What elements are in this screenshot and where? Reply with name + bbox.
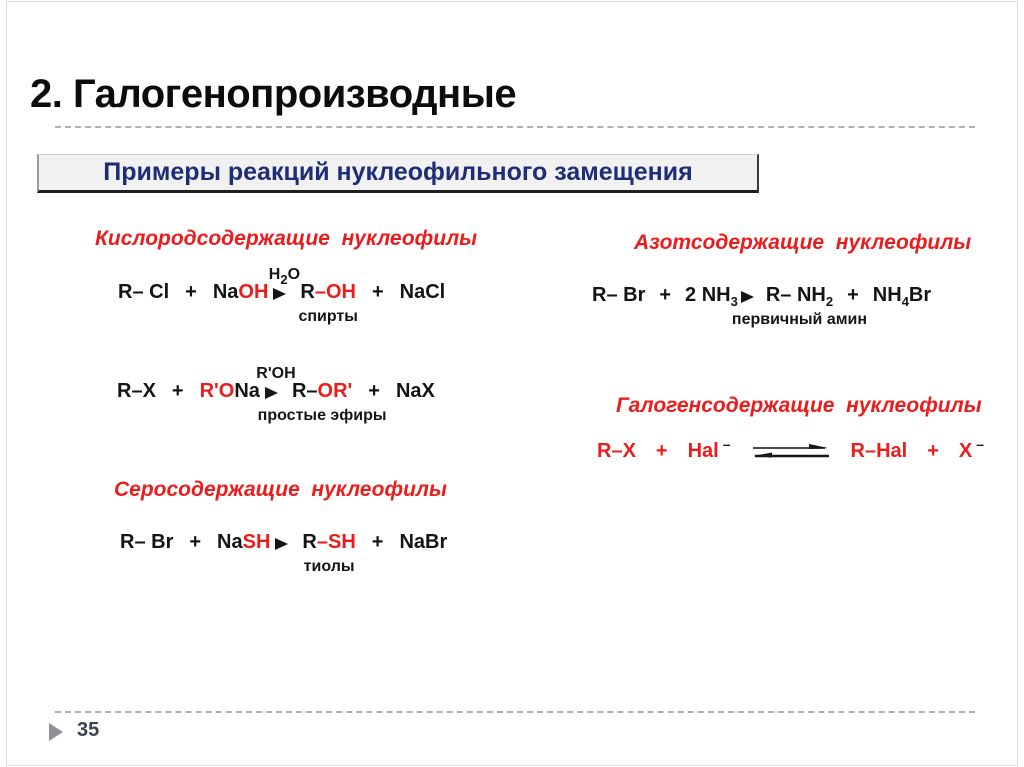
product-black-part: R (302, 531, 317, 553)
title-divider (55, 126, 975, 128)
heading-halogen-nucleophiles: Галогенсодержащие нуклеофилы (616, 394, 982, 417)
arrow-condition-label: R'OH (256, 364, 296, 382)
reagent-black-part: Na (217, 531, 243, 553)
plus-sign: + (655, 440, 668, 462)
product-caption: первичный амин (731, 311, 868, 328)
product-block: R–SH тиолы (302, 531, 355, 575)
plus-sign: + (371, 531, 384, 553)
reagent-formula: Hal – (687, 436, 731, 463)
reagent-formula: 2 NH3 (685, 284, 738, 309)
product-formula: R–SH (302, 531, 355, 553)
condition-subscript: 2 (280, 271, 288, 287)
plus-sign: + (847, 284, 859, 306)
product-bond: – (314, 281, 326, 303)
header-box-text: Примеры реакций нуклеофильного замещения (103, 158, 693, 186)
product-red-part: OH (325, 281, 356, 303)
product-block: R–OR' простые эфиры (258, 380, 387, 424)
plus-sign: + (659, 284, 672, 306)
reagent-subscript: 3 (730, 294, 738, 309)
reagent-red-part: SH (242, 531, 271, 553)
header-box: Примеры реакций нуклеофильного замещения (37, 154, 759, 193)
condition-text: H (268, 265, 281, 283)
product-black-part: R (300, 281, 315, 303)
heading-sulfur-nucleophiles: Серосодержащие нуклеофилы (114, 478, 447, 501)
product-formula: R–Hal (850, 440, 908, 462)
product-formula: R– NH2 (765, 284, 834, 309)
reaction-amine: R– Br + 2 NH3 R– NH2 первичный амин + NH… (592, 284, 932, 328)
plus-sign: + (171, 380, 184, 402)
reagent-red-part: R'O (199, 380, 235, 402)
byproduct-formula: NH4Br (872, 284, 932, 309)
plus-sign: + (927, 440, 939, 462)
reaction-hydrolysis: R– Cl + NaOH H2O R–OH спирты + NaCl (118, 266, 446, 326)
product-red-part: SH (328, 531, 356, 553)
product-text: R– NH (765, 284, 826, 306)
reaction-halide-exchange: R–X + Hal – R–Hal + X – (597, 436, 984, 463)
condition-text: O (287, 265, 301, 283)
plus-sign: + (368, 380, 380, 402)
product-block: R– NH2 первичный амин (732, 284, 867, 328)
reactant-formula: R–X (597, 440, 636, 462)
product-caption: простые эфиры (257, 407, 387, 424)
charge-superscript: – (976, 436, 985, 452)
byproduct-formula: NaCl (399, 281, 446, 303)
reagent-formula: NaSH (217, 531, 270, 554)
reaction-ether: R–X + R'ONa R'OH R–OR' простые эфиры + N… (117, 365, 435, 425)
plus-sign: + (371, 281, 384, 303)
product-black-part: R– (291, 380, 318, 402)
product-formula: R–OR' (292, 380, 352, 402)
plus-sign: + (185, 281, 197, 303)
product-subscript: 2 (825, 294, 834, 309)
product-block: R–OH спирты (298, 281, 357, 325)
byproduct-subscript: 4 (901, 294, 909, 309)
footer-divider (55, 711, 975, 713)
byproduct-formula: NaX (395, 380, 435, 402)
byproduct-formula: NaBr (399, 531, 448, 553)
product-caption: тиолы (303, 558, 355, 575)
charge-superscript: – (722, 436, 731, 452)
byproduct-red-part: X (958, 440, 973, 462)
play-triangle-icon (49, 723, 63, 741)
page-number: 35 (77, 719, 100, 741)
reagent-black-part: Na (212, 281, 239, 303)
arrow-condition-label: H2O (268, 265, 301, 287)
byproduct-text: NH (872, 284, 902, 306)
slide-title: 2. Галогенопроизводные (30, 72, 517, 116)
heading-oxygen-nucleophiles: Кислородсодержащие нуклеофилы (95, 227, 478, 250)
plus-sign: + (189, 531, 202, 553)
product-caption: спирты (298, 308, 358, 325)
reagent-formula: R'ONa (200, 380, 260, 403)
reactant-formula: R– Cl (118, 281, 170, 303)
equilibrium-arrows-icon (752, 443, 829, 457)
reactant-formula: R–X (117, 380, 156, 402)
byproduct-formula: X – (958, 436, 984, 463)
reactant-formula: R– Br (592, 284, 646, 306)
product-formula: R–OH (300, 281, 356, 303)
product-red-part: OR' (317, 380, 353, 402)
byproduct-text: Br (908, 284, 932, 306)
reaction-thiol: R– Br + NaSH R–SH тиолы + NaBr (120, 531, 448, 575)
product-bond: – (316, 531, 328, 553)
reagent-black-part: Na (234, 380, 260, 402)
reactant-formula: R– Br (120, 531, 174, 553)
reagent-red-part: Hal (687, 440, 719, 462)
reagent-red-part: OH (238, 281, 269, 303)
reagent-text: 2 NH (685, 284, 731, 306)
reagent-formula: NaOH (213, 281, 269, 304)
heading-nitrogen-nucleophiles: Азотсодержащие нуклеофилы (634, 231, 972, 254)
